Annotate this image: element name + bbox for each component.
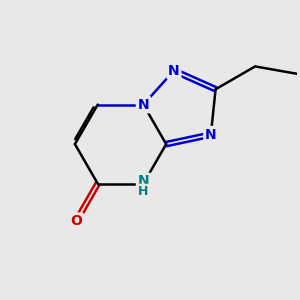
Text: N: N [168, 64, 180, 78]
Text: N: N [138, 98, 149, 112]
Text: N: N [138, 174, 149, 188]
Text: O: O [70, 214, 82, 228]
Text: H: H [138, 185, 148, 198]
Text: N: N [205, 128, 217, 142]
